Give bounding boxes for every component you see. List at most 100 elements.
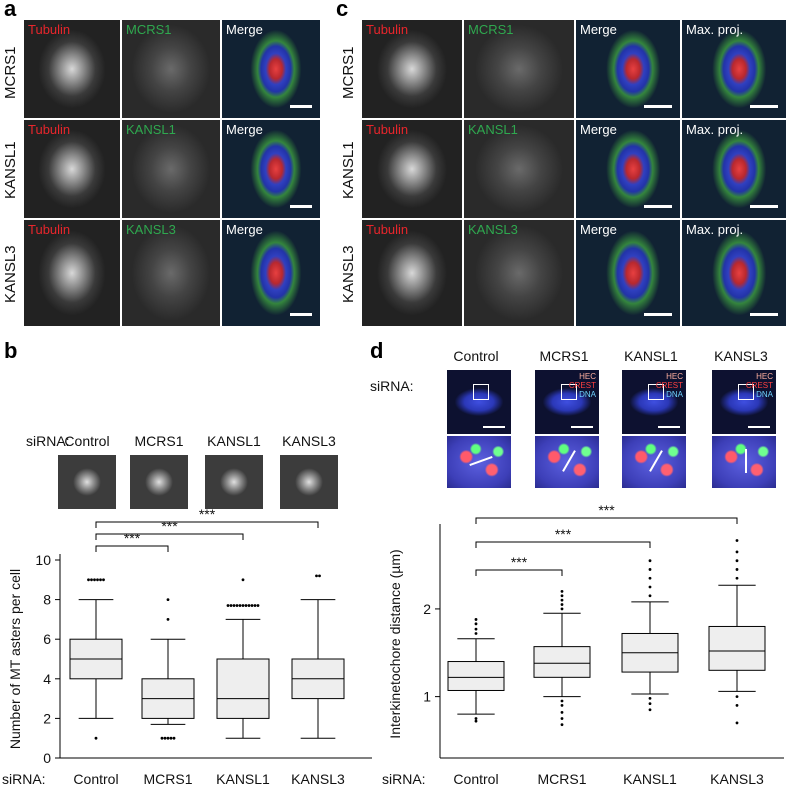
legend-hec: HEC (666, 372, 683, 381)
panel-d-condition-label: Control (453, 348, 499, 364)
outlier-point (169, 736, 173, 740)
tubulin-label: Tubulin (366, 122, 409, 137)
marker-label: MCRS1 (468, 22, 514, 37)
x-tick-label: KANSL3 (710, 771, 764, 786)
scale-bar (658, 426, 680, 428)
tubulin-label: Tubulin (366, 222, 409, 237)
box-kansl1 (216, 578, 270, 739)
marker-image: KANSL3 (122, 220, 220, 326)
x-axis-label: siRNA: (2, 771, 46, 786)
y-tick-label: 1 (423, 689, 431, 705)
panel-b-condition-label: Control (64, 433, 110, 449)
significance-bracket (95, 545, 169, 552)
tubulin-image: Tubulin (362, 120, 462, 218)
significance-label: *** (199, 506, 216, 522)
panel-d-condition-label: MCRS1 (539, 348, 589, 364)
box-kansl3 (291, 574, 345, 739)
outlier-point (474, 622, 478, 626)
outlier-point (247, 604, 251, 607)
merge-label: Merge (226, 22, 263, 37)
outlier-point (253, 604, 257, 607)
y-tick-label: 8 (43, 592, 51, 608)
interkinetochore-arrow (469, 455, 493, 467)
panel-d-sirna-label: siRNA: (370, 378, 414, 394)
panel-d-zoom-image (535, 436, 599, 488)
box-mcrs1 (533, 589, 591, 727)
outlier-point (166, 736, 170, 740)
marker-label: KANSL3 (468, 222, 518, 237)
legend-hec: HEC (756, 372, 773, 381)
marker-label: KANSL3 (126, 222, 176, 237)
scale-bar (290, 205, 312, 208)
box-control (447, 618, 505, 723)
marker-image: KANSL3 (464, 220, 574, 326)
outlier-point (163, 736, 167, 740)
scale-bar (644, 313, 672, 316)
scale-bar (571, 426, 593, 428)
outlier-point (318, 574, 321, 578)
panel-d-condition-label: KANSL3 (714, 348, 768, 364)
significance-bracket (475, 569, 563, 576)
panel-b-aster-thumbnail (205, 455, 263, 509)
outlier-point (560, 717, 564, 720)
outlier-point (648, 594, 652, 598)
y-tick-label: 10 (35, 552, 51, 568)
outlier-point (560, 589, 564, 593)
tubulin-image: Tubulin (362, 20, 462, 118)
y-tick-label: 2 (43, 710, 51, 726)
panel-d-overview-image: HEC CREST DNA (622, 370, 686, 434)
zoom-region-box (561, 384, 577, 400)
panel-b-aster-thumbnail (130, 455, 188, 509)
outlier-point (560, 703, 564, 707)
tubulin-label: Tubulin (28, 222, 71, 237)
scale-bar (644, 205, 672, 208)
panel-b-condition-label: KANSL1 (207, 433, 261, 449)
maxproj-image: Max. proj. (682, 120, 786, 218)
panel-b-sirna-label: siRNA: (26, 433, 70, 449)
panel-b-condition-label: MCRS1 (134, 433, 184, 449)
marker-label: MCRS1 (126, 22, 172, 37)
significance-label: *** (511, 554, 528, 570)
interkinetochore-arrow (745, 449, 747, 473)
panel-c-row-label: KANSL3 (340, 245, 357, 303)
outlier-point (93, 578, 96, 582)
significance-label: *** (161, 518, 178, 534)
outlier-point (735, 703, 739, 707)
outlier-point (648, 559, 652, 563)
x-tick-label: KANSL3 (291, 771, 345, 786)
outlier-point (238, 604, 242, 607)
outlier-point (474, 627, 478, 631)
panel-label-a: a (4, 0, 17, 21)
outlier-point (648, 585, 652, 589)
merge-image: Merge (222, 220, 320, 326)
tubulin-label: Tubulin (366, 22, 409, 37)
panel-label-c: c (336, 0, 349, 21)
y-tick-label: 0 (43, 750, 51, 766)
y-tick-label: 6 (43, 631, 51, 647)
outlier-point (735, 576, 739, 580)
maxproj-image: Max. proj. (682, 20, 786, 118)
significance-label: *** (124, 530, 141, 546)
marker-image: MCRS1 (122, 20, 220, 118)
outlier-point (560, 594, 564, 598)
zoom-region-box (738, 384, 754, 400)
panel-d-overview-image: HEC CREST DNA (535, 370, 599, 434)
zoom-region-box (473, 384, 489, 400)
maxproj-label: Max. proj. (686, 222, 744, 237)
outlier-point (94, 736, 98, 740)
outlier-point (99, 578, 102, 582)
outlier-point (232, 604, 236, 607)
scale-bar (290, 105, 312, 108)
tubulin-label: Tubulin (28, 22, 71, 37)
outlier-point (226, 604, 230, 607)
legend-dna: DNA (756, 390, 773, 399)
outlier-point (241, 578, 245, 582)
interkinetochore-arrow (562, 450, 576, 472)
outlier-point (90, 578, 93, 582)
significance-bracket (475, 541, 651, 548)
panel-label-d: d (370, 338, 384, 363)
outlier-point (560, 603, 564, 606)
panel-c-row-label: KANSL1 (340, 141, 357, 199)
merge-image: Merge (576, 20, 680, 118)
outlier-point (315, 574, 318, 578)
